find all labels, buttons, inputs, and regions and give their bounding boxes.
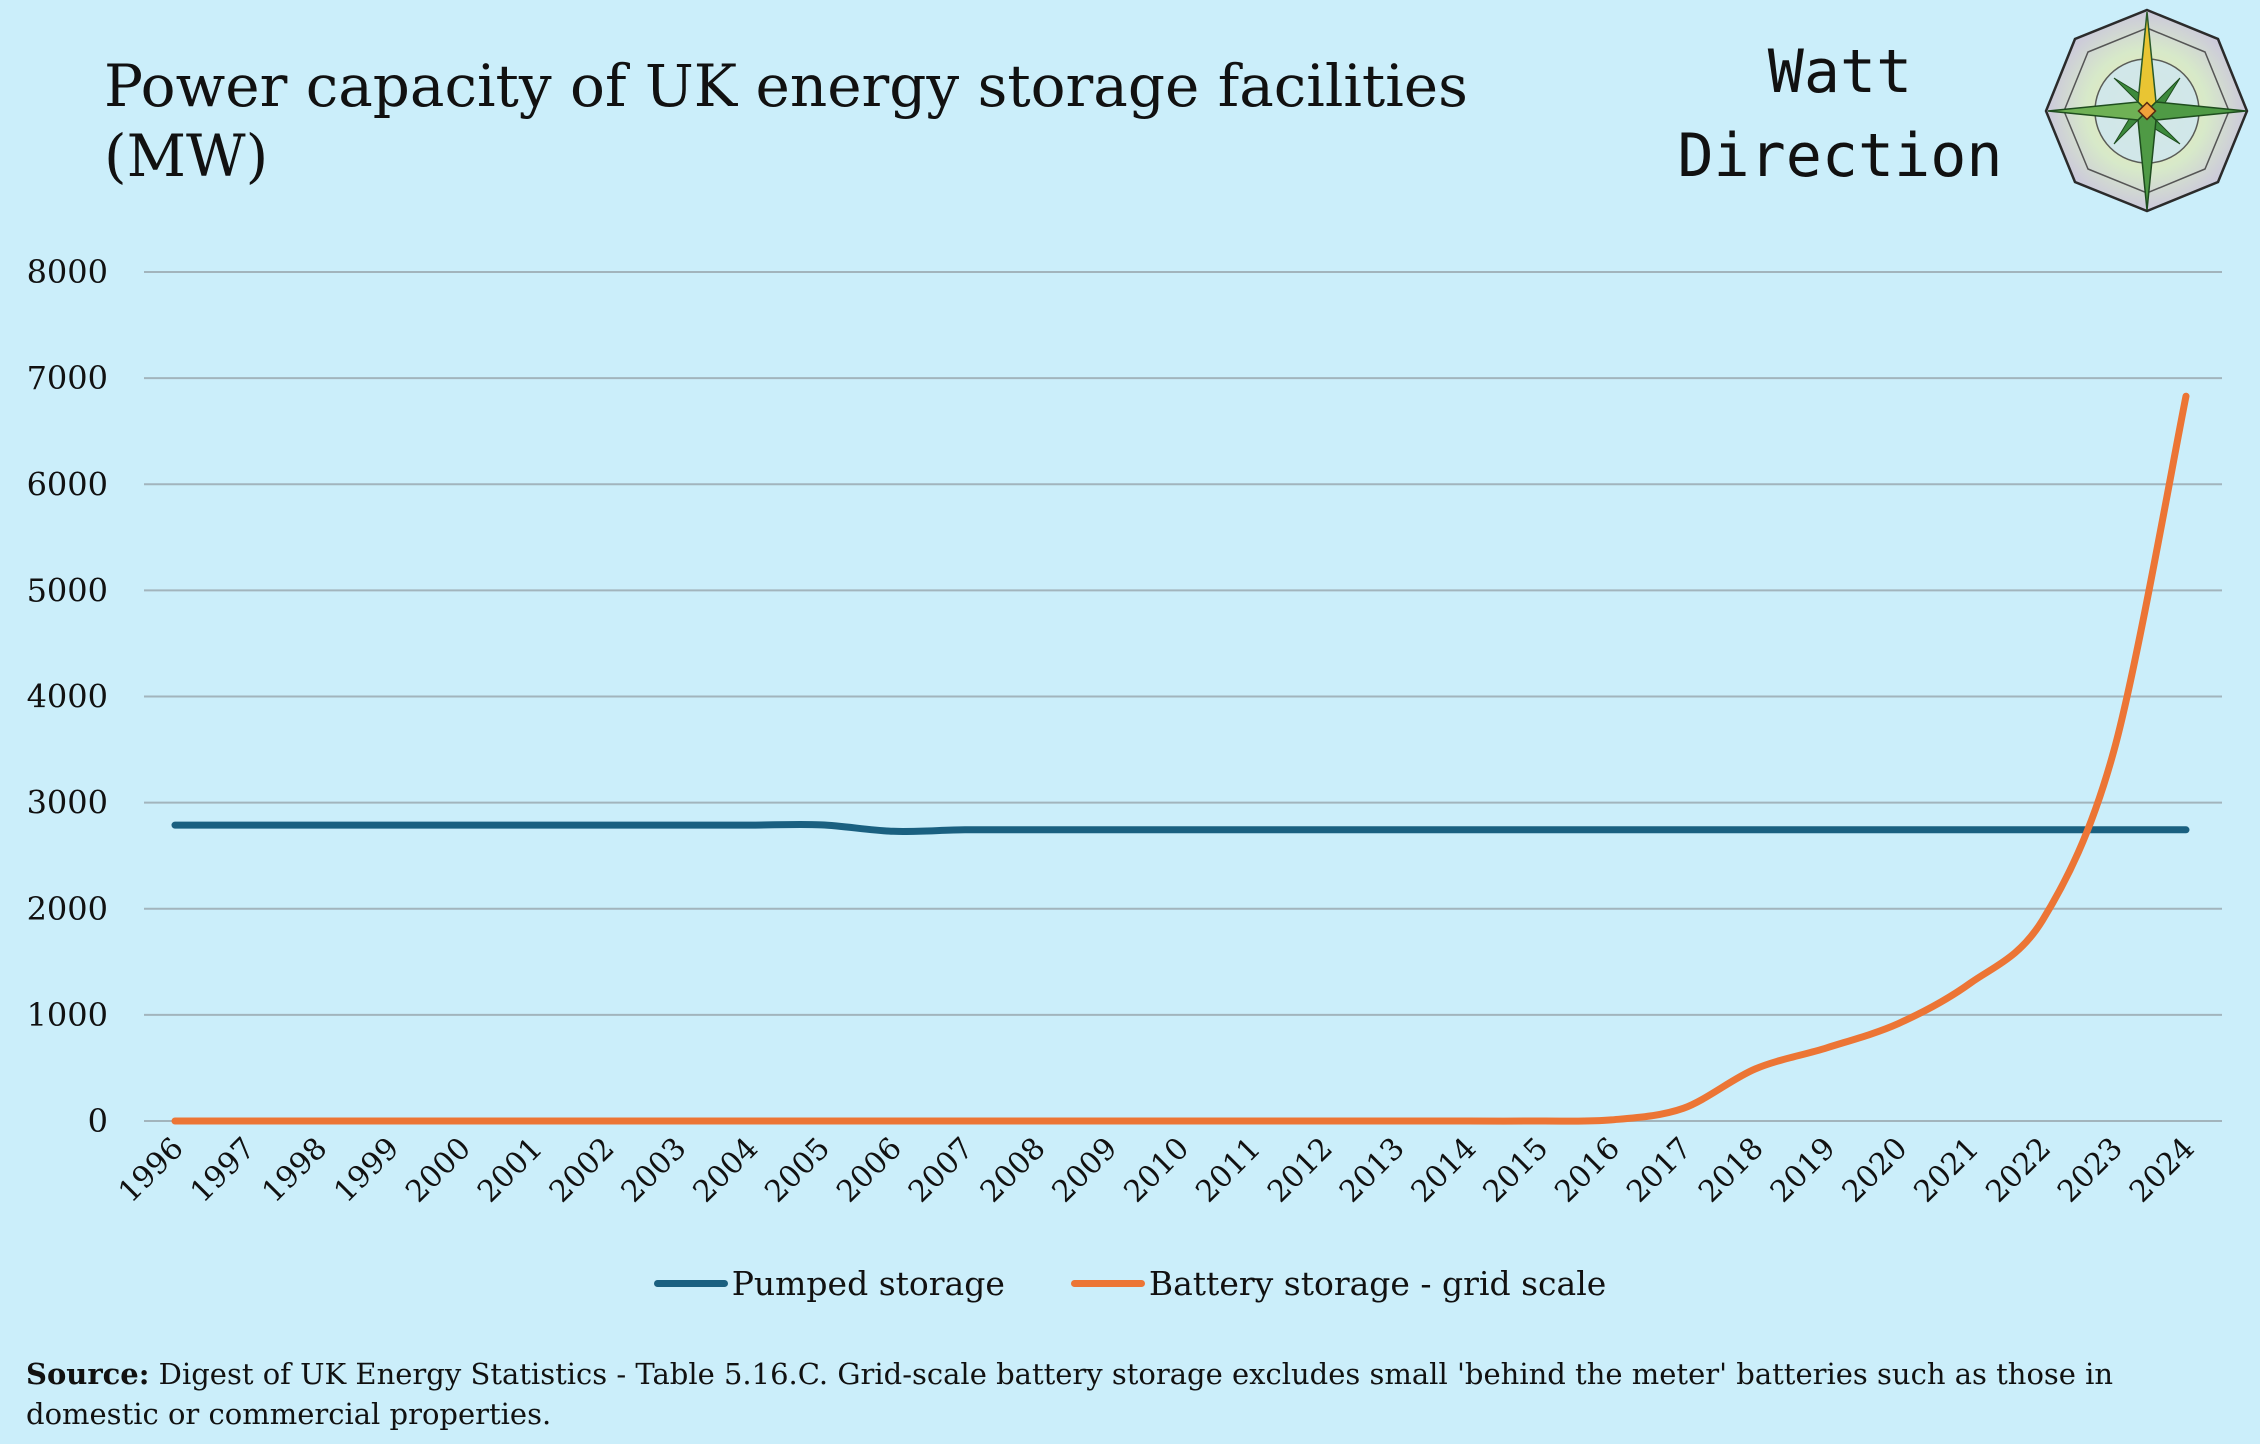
x-axis-tick-labels: 1996199719981999200020012002200320042005… (112, 1131, 2202, 1210)
x-tick-label: 2010 (1117, 1131, 1196, 1210)
x-tick-label: 2020 (1836, 1131, 1915, 1210)
y-tick-label: 3000 (27, 784, 108, 822)
compass-logo-icon (2044, 8, 2249, 213)
x-tick-label: 1999 (327, 1131, 406, 1210)
series-line-battery-storage (171, 392, 2190, 1125)
chart-title: Power capacity of UK energy storage faci… (104, 52, 1468, 190)
x-tick-label: 1998 (256, 1131, 335, 1210)
source-text: Digest of UK Energy Statistics - Table 5… (26, 1357, 2114, 1431)
legend-swatch-pumped-storage (653, 1280, 728, 1287)
x-tick-label: 2000 (399, 1131, 478, 1210)
legend-label-battery-storage: Battery storage - grid scale (1148, 1264, 1607, 1303)
x-tick-label: 2023 (2051, 1131, 2130, 1210)
x-tick-label: 2004 (686, 1131, 765, 1210)
y-tick-label: 6000 (27, 465, 108, 503)
x-tick-label: 2005 (758, 1131, 837, 1210)
x-tick-label: 2024 (2123, 1131, 2202, 1210)
x-tick-label: 2017 (1620, 1131, 1699, 1210)
grid-lines (144, 271, 2222, 1122)
x-tick-label: 2022 (1979, 1131, 2058, 1210)
x-tick-label: 2021 (1907, 1131, 1986, 1210)
x-tick-label: 2002 (543, 1131, 622, 1210)
legend: Pumped storage Battery storage - grid sc… (0, 1264, 2260, 1303)
x-tick-label: 2015 (1477, 1131, 1556, 1210)
x-tick-label: 2007 (902, 1131, 981, 1210)
y-tick-label: 5000 (27, 571, 108, 609)
x-tick-label: 2014 (1405, 1131, 1484, 1210)
y-tick-label: 2000 (27, 890, 108, 928)
legend-item-pumped-storage: Pumped storage (653, 1264, 1005, 1303)
x-tick-label: 2016 (1548, 1131, 1627, 1210)
brand-wordmark: Watt Direction (1640, 30, 2040, 198)
x-tick-label: 2001 (471, 1131, 550, 1210)
y-tick-label: 0 (88, 1102, 108, 1140)
legend-swatch-battery-storage (1070, 1280, 1145, 1287)
x-tick-label: 1997 (184, 1131, 263, 1210)
series-lines (171, 392, 2190, 1125)
y-tick-label: 1000 (27, 996, 108, 1034)
x-tick-label: 2006 (830, 1131, 909, 1210)
x-tick-label: 2013 (1333, 1131, 1412, 1210)
x-tick-label: 2018 (1692, 1131, 1771, 1210)
x-tick-label: 2003 (615, 1131, 694, 1210)
y-tick-label: 8000 (27, 253, 108, 291)
y-axis-tick-labels: 0 1000 2000 3000 4000 5000 6000 7000 8000 (27, 253, 108, 1140)
x-tick-label: 2008 (974, 1131, 1053, 1210)
brand-line-2: Direction (1677, 121, 2003, 191)
x-tick-label: 2012 (1261, 1131, 1340, 1210)
legend-label-pumped-storage: Pumped storage (731, 1264, 1005, 1303)
x-tick-label: 2009 (1046, 1131, 1125, 1210)
source-note: Source: Digest of UK Energy Statistics -… (26, 1354, 2226, 1434)
brand-line-1: Watt (1767, 37, 1913, 107)
x-tick-label: 2019 (1764, 1131, 1843, 1210)
y-tick-label: 4000 (27, 678, 108, 716)
y-tick-label: 7000 (27, 359, 108, 397)
x-tick-label: 1996 (112, 1131, 191, 1210)
legend-item-battery-storage: Battery storage - grid scale (1070, 1264, 1607, 1303)
x-tick-label: 2011 (1189, 1131, 1268, 1210)
series-line-pumped-storage (171, 821, 2190, 835)
source-label: Source: (26, 1357, 150, 1391)
